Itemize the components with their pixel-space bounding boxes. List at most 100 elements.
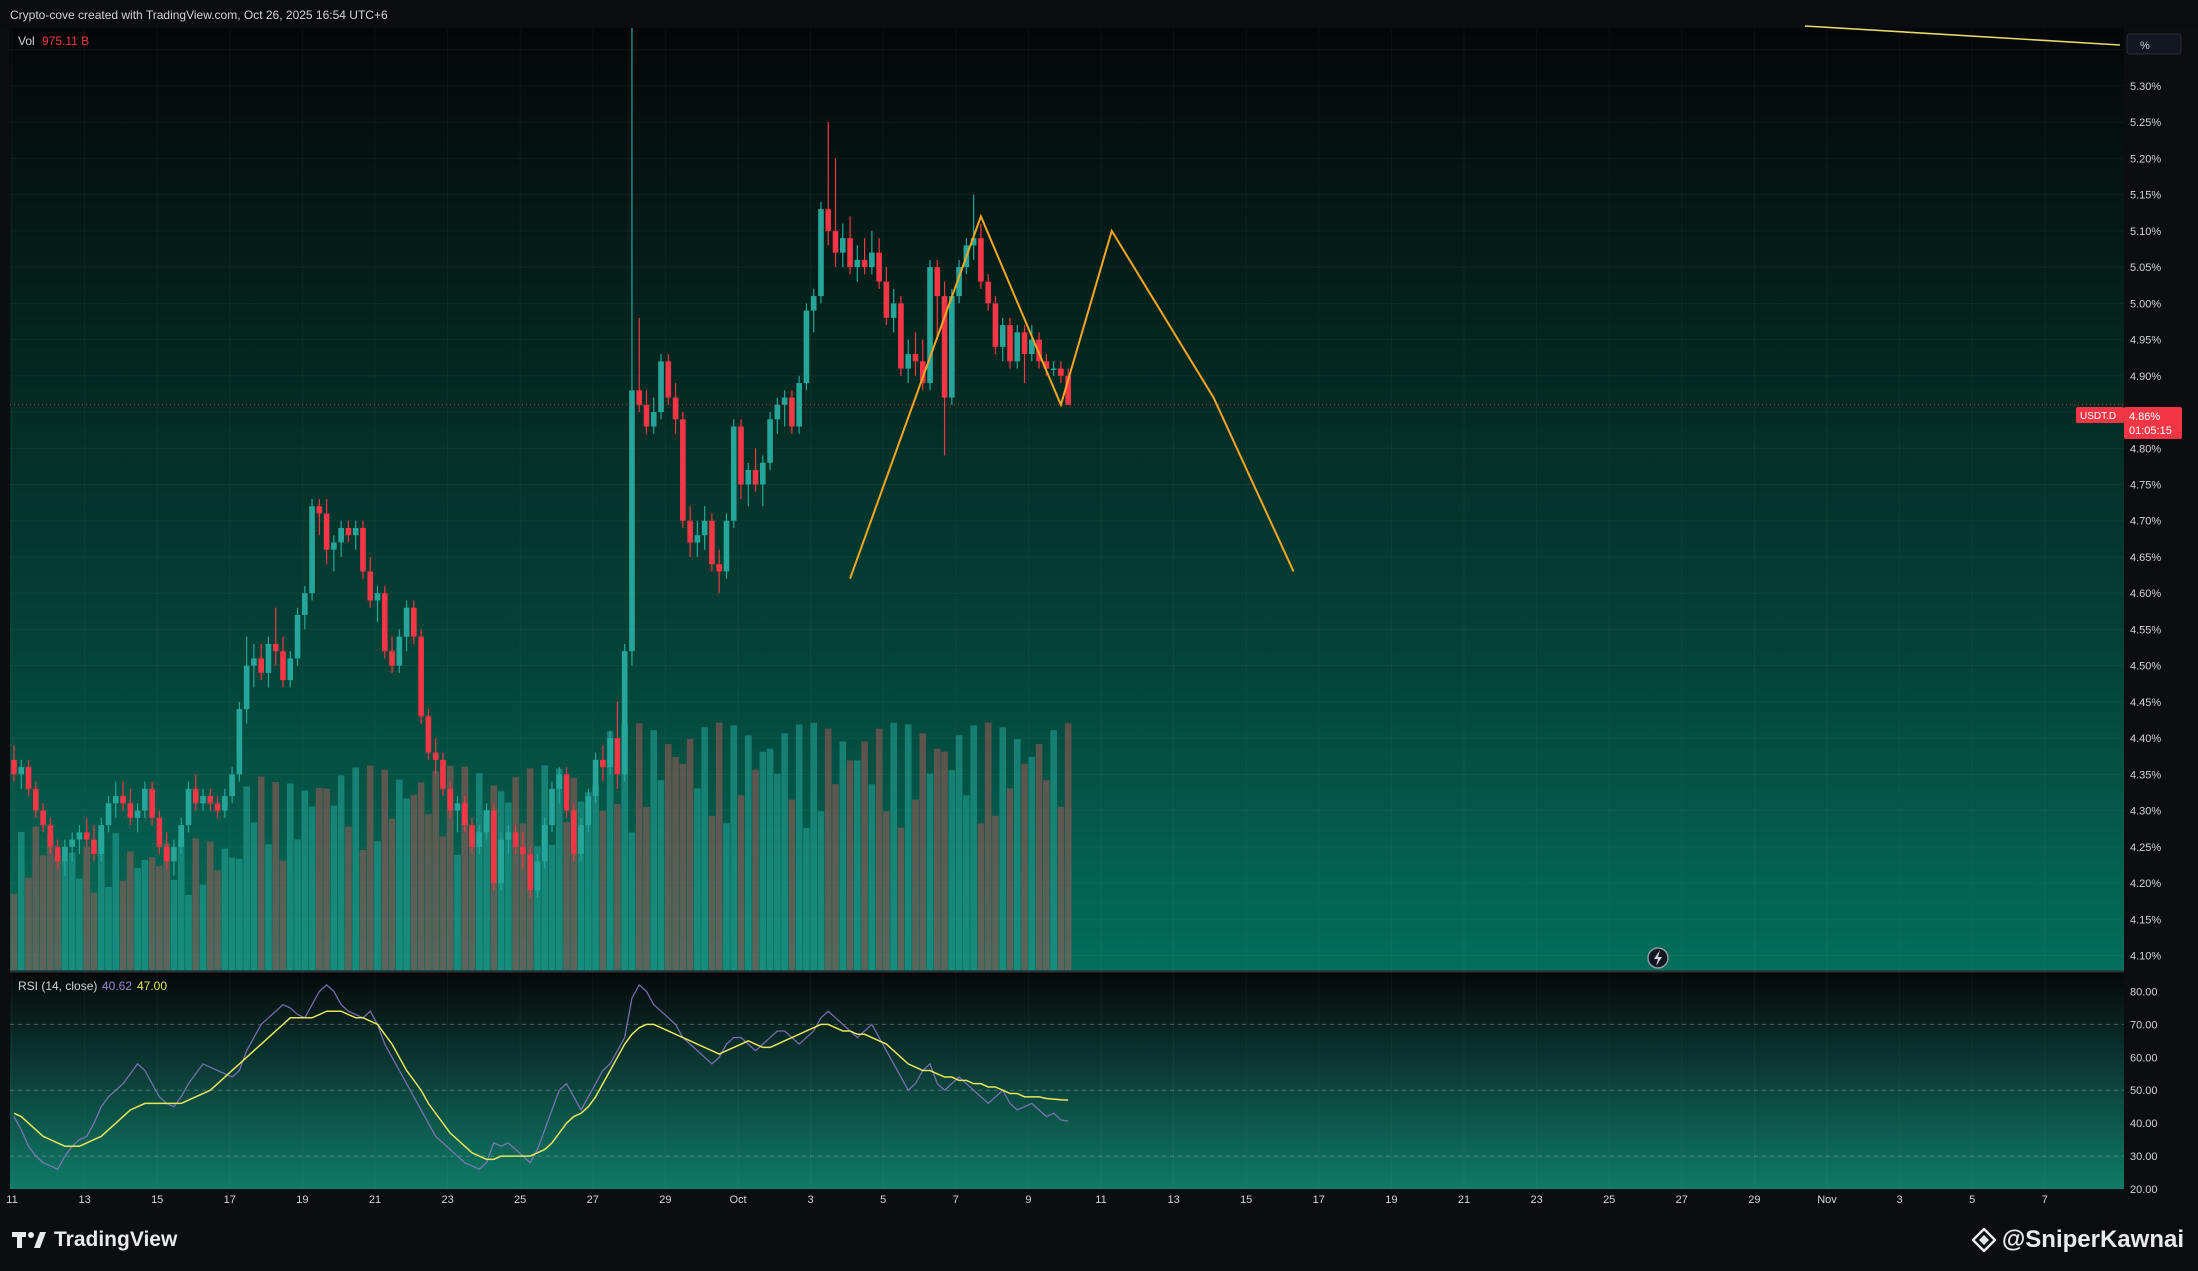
volume-bar — [323, 788, 330, 970]
candle-body — [1029, 339, 1035, 355]
rsi-line — [13, 983, 1069, 1171]
candle-body — [563, 774, 570, 811]
volume-bar — [912, 799, 919, 970]
price-tick-label: 4.50% — [2130, 661, 2161, 673]
volume-bar — [817, 811, 825, 970]
volume-bar — [919, 733, 927, 970]
volume-bar — [265, 844, 272, 970]
volume-bar — [1021, 763, 1028, 970]
candle-body — [810, 296, 817, 311]
candle-body — [163, 846, 170, 862]
candle-body — [222, 796, 228, 811]
rsi-ma-line — [13, 1010, 1069, 1161]
price-axis[interactable]: 5.35%5.30%5.25%5.20%5.15%5.10%5.05%5.00%… — [2130, 45, 2161, 963]
volume-bar — [177, 838, 185, 970]
candle-body — [149, 788, 155, 818]
candle-body — [236, 709, 243, 775]
time-tick-label: 17 — [224, 1194, 236, 1206]
time-axis[interactable]: 11 13 15 17 19 21 23 25 27 29 Oct 3 5 7 9 11 13 15 17 19 21 2… — [6, 1194, 2048, 1206]
volume-bar — [854, 760, 861, 970]
price-axis-bg — [2124, 28, 2198, 1211]
author-handle: @SniperKawnai — [2001, 1226, 2184, 1253]
volume-bar — [475, 773, 483, 970]
price-tick-label: 4.60% — [2130, 588, 2161, 600]
volume-bar — [316, 787, 323, 970]
main-pane-bg — [10, 28, 2124, 971]
price-tick-label: 4.95% — [2130, 335, 2161, 347]
volume-bar — [1050, 730, 1057, 970]
candle-body — [636, 390, 643, 405]
volume-bar — [170, 879, 178, 970]
volume-bar — [621, 723, 628, 970]
lightning-icon[interactable] — [1647, 947, 1669, 969]
candle-body — [374, 593, 381, 601]
price-tick-label: 5.20% — [2130, 153, 2161, 165]
candle-body — [992, 303, 999, 347]
candle-body — [294, 614, 301, 659]
price-tick-label: 4.80% — [2130, 443, 2161, 455]
volume-bar — [206, 841, 214, 970]
candle-body — [512, 832, 519, 847]
volume-bar — [781, 733, 788, 970]
candle-body — [127, 803, 134, 818]
volume-bar — [992, 815, 999, 970]
rsi-axis: 80.00 70.00 60.00 50.00 40.00 30.00 20.00 — [2130, 986, 2158, 1196]
candle-body — [592, 759, 599, 797]
volume-bar — [446, 765, 454, 970]
volume-bar — [483, 809, 490, 970]
volume-bar — [810, 722, 817, 970]
author-watermark: @SniperKawnai — [1971, 1226, 2184, 1254]
volume-bar — [737, 795, 745, 970]
time-tick-label: 19 — [296, 1194, 308, 1206]
volume-bar — [628, 832, 636, 970]
candle-body — [287, 658, 294, 681]
volume-bar — [90, 892, 98, 970]
volume-bar — [214, 870, 221, 970]
candle-body — [709, 520, 715, 565]
volume-bar — [570, 777, 578, 970]
candle-body — [607, 738, 613, 768]
candle-body — [258, 658, 264, 673]
volume-bar — [534, 846, 541, 970]
volume-bars — [10, 722, 1072, 970]
chart-canvas[interactable]: 5.35%5.30%5.25%5.20%5.15%5.10%5.05%5.00%… — [0, 0, 2198, 1211]
volume-bar — [1006, 788, 1014, 970]
volume-bar — [744, 735, 752, 970]
candle-body — [432, 752, 439, 760]
candle-body — [142, 788, 148, 811]
volume-bar — [599, 810, 607, 970]
rsi-legend[interactable]: RSI (14, close) 40.62 47.00 — [18, 979, 167, 993]
volume-bar — [105, 886, 112, 970]
volume-bar — [824, 728, 832, 970]
volume-bar — [715, 722, 723, 970]
time-tick-label: Nov — [1817, 1194, 1837, 1206]
candle-body — [1007, 325, 1013, 362]
time-tick-label: 7 — [953, 1194, 959, 1206]
candle-body — [752, 470, 759, 485]
time-tick-label: 29 — [1748, 1194, 1760, 1206]
price-tick-label: 5.00% — [2130, 298, 2161, 310]
candle-body — [520, 846, 526, 855]
candle-body — [687, 520, 693, 543]
candle-body — [69, 839, 75, 847]
volume-legend[interactable]: Vol 975.11 B — [18, 34, 89, 48]
candle-body — [585, 796, 592, 826]
candle-body — [54, 846, 61, 862]
volume-bar — [795, 724, 803, 970]
volume-bar — [686, 738, 694, 970]
time-tick-label: 27 — [587, 1194, 599, 1206]
volume-bar — [1064, 723, 1072, 970]
tradingview-logo-icon — [12, 1232, 46, 1248]
candle-body — [643, 404, 650, 427]
candle-body — [367, 571, 374, 601]
candle-body — [83, 832, 90, 840]
tradingview-logo[interactable]: TradingView — [12, 1228, 177, 1252]
scale-mode-label: % — [2140, 40, 2150, 52]
candle-body — [1065, 375, 1071, 405]
time-tick-label: 15 — [1240, 1194, 1252, 1206]
candle-body — [491, 810, 497, 884]
scale-mode-button[interactable]: % — [2126, 33, 2182, 55]
price-tick-label: 5.05% — [2130, 262, 2161, 274]
candle-body — [825, 209, 832, 231]
candle-body — [600, 759, 606, 768]
